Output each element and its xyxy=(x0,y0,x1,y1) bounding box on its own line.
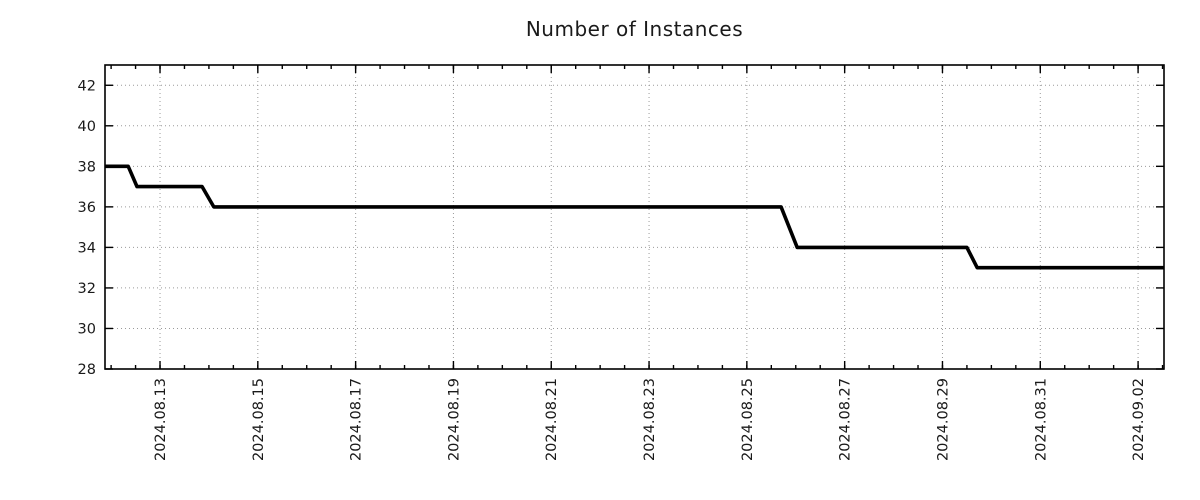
chart-title: Number of Instances xyxy=(525,17,744,41)
x-tick-label: 2024.08.25 xyxy=(740,378,756,461)
x-tick-label: 2024.08.21 xyxy=(544,378,560,461)
x-tick-label: 2024.08.19 xyxy=(446,378,462,461)
y-tick-label: 36 xyxy=(78,200,96,216)
series xyxy=(105,164,1164,270)
y-tick-label: 38 xyxy=(78,159,96,175)
plot-frame xyxy=(104,64,1165,370)
x-tick-label: 2024.09.02 xyxy=(1131,378,1147,461)
x-tick-label: 2024.08.29 xyxy=(935,378,951,461)
x-tick-label: 2024.08.13 xyxy=(153,378,169,461)
tick-marks xyxy=(105,65,1164,370)
y-tick-label: 28 xyxy=(78,362,96,378)
x-tick-label: 2024.08.23 xyxy=(642,378,658,461)
y-tick-label: 34 xyxy=(78,240,96,256)
grid-lines xyxy=(105,65,1164,370)
y-tick-label: 40 xyxy=(78,119,96,135)
x-tick-label: 2024.08.17 xyxy=(349,378,365,461)
y-tick-label: 32 xyxy=(78,281,96,297)
x-tick-label: 2024.08.15 xyxy=(251,378,267,461)
y-tick-label: 30 xyxy=(78,321,96,337)
y-tick-label: 42 xyxy=(78,78,96,94)
series-line-instances xyxy=(105,164,1164,270)
x-tick-label: 2024.08.31 xyxy=(1033,378,1049,461)
x-tick-label: 2024.08.27 xyxy=(838,378,854,461)
axis-labels: 28 30 32 34 36 38 40 42 2024.08.13 2024.08.15 2024… xyxy=(78,78,1148,461)
